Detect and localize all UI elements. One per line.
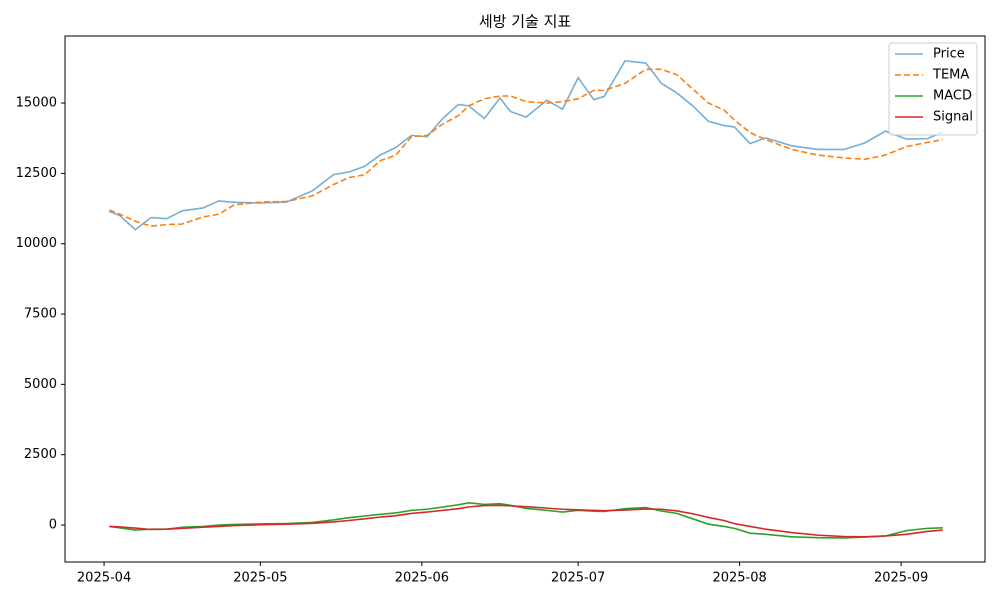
legend-label: Price xyxy=(933,47,965,62)
y-tick-label: 7500 xyxy=(24,307,57,322)
x-tick-label: 2025-06 xyxy=(395,571,449,586)
y-tick-label: 15000 xyxy=(16,96,57,111)
legend-box xyxy=(888,42,978,136)
x-tick-label: 2025-07 xyxy=(551,571,605,586)
plot-frame xyxy=(64,35,986,563)
y-tick-label: 0 xyxy=(49,518,57,533)
x-tick-label: 2025-04 xyxy=(77,571,131,586)
series-line xyxy=(109,504,943,538)
y-tick-label: 10000 xyxy=(16,236,57,251)
x-tick-label: 2025-05 xyxy=(233,571,287,586)
y-tick-label: 5000 xyxy=(24,377,57,392)
legend-label: TEMA xyxy=(932,68,969,83)
y-tick-label: 2500 xyxy=(24,447,57,462)
series-line xyxy=(108,59,944,231)
x-tick-label: 2025-08 xyxy=(712,571,766,586)
y-tick-label: 12500 xyxy=(16,166,57,181)
legend-label: MACD xyxy=(933,89,972,104)
x-tick-label: 2025-09 xyxy=(874,571,928,586)
legend-label: Signal xyxy=(933,110,973,125)
chart-title: 세방 기술 지표 xyxy=(479,13,572,31)
